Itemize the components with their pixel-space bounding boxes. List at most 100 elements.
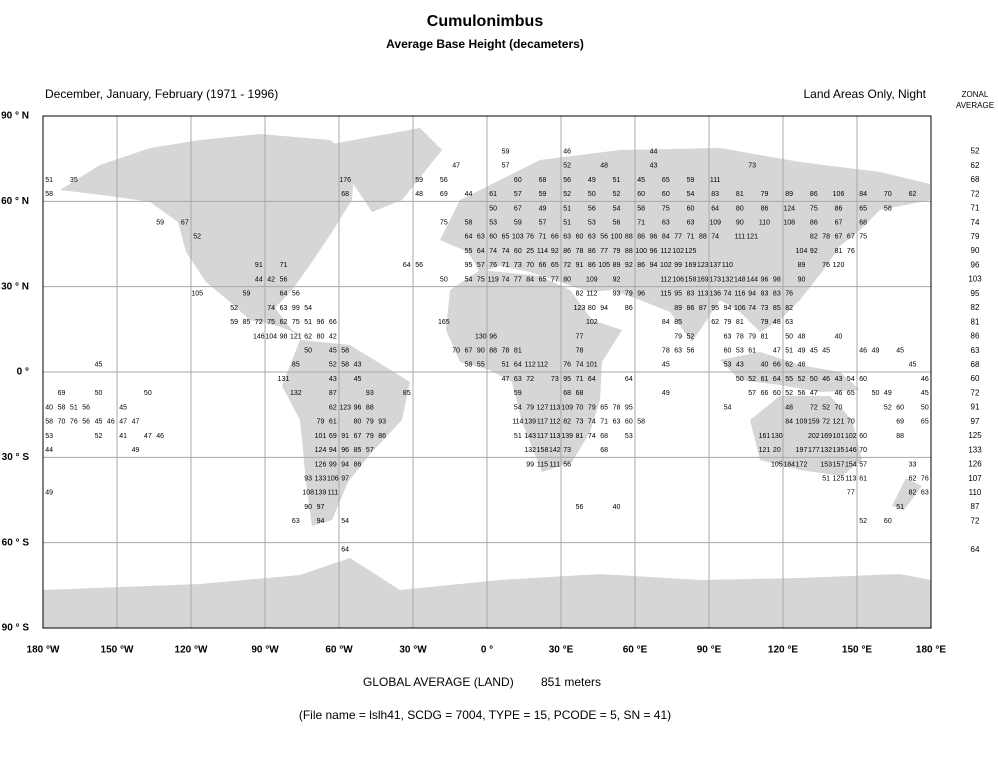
cell-value: 96: [489, 333, 497, 340]
cell-value: 49: [132, 447, 140, 454]
cell-value: 72: [255, 319, 263, 326]
cell-value: 49: [539, 205, 547, 212]
cell-value: 59: [514, 220, 522, 227]
cell-value: 70: [576, 404, 584, 411]
x-tick-label: 60 °W: [325, 645, 353, 656]
cell-value: 73: [551, 376, 559, 383]
cell-value: 161: [759, 433, 771, 440]
cell-value: 50: [736, 376, 744, 383]
cell-value: 70: [526, 262, 534, 269]
zonal-average-value: 72: [971, 189, 980, 198]
cell-value: 43: [736, 362, 744, 369]
cell-value: 86: [588, 262, 596, 269]
zonal-average-value: 72: [971, 388, 980, 397]
zonal-average-value: 126: [968, 460, 982, 469]
cell-value: 82: [563, 419, 571, 426]
cell-value: 76: [921, 476, 929, 483]
cell-value: 111: [710, 177, 721, 184]
cell-value: 81: [576, 433, 584, 440]
cell-value: 76: [489, 262, 497, 269]
cell-value: 47: [810, 390, 818, 397]
cell-value: 88: [366, 404, 374, 411]
cell-value: 60: [489, 234, 497, 241]
cell-value: 59: [687, 177, 695, 184]
cell-value: 59: [502, 148, 510, 155]
greenland: [332, 128, 442, 212]
cell-value: 92: [613, 276, 621, 283]
cell-value: 98: [773, 276, 781, 283]
cell-value: 142: [549, 447, 561, 454]
cell-value: 93: [613, 291, 621, 298]
cell-value: 69: [440, 191, 448, 198]
cell-value: 158: [685, 276, 697, 283]
cell-value: 61: [329, 419, 337, 426]
cell-value: 75: [267, 319, 275, 326]
cell-value: 78: [502, 348, 510, 355]
cell-value: 75: [292, 319, 300, 326]
cell-value: 77: [674, 234, 682, 241]
cell-value: 42: [267, 276, 275, 283]
zonal-average-value: 81: [971, 317, 980, 326]
cell-value: 109: [709, 220, 721, 227]
cell-value: 94: [600, 305, 608, 312]
cell-value: 169: [697, 276, 709, 283]
cell-value: 89: [798, 262, 806, 269]
cell-value: 131: [278, 376, 290, 383]
zonal-average-value: 52: [971, 147, 980, 156]
cell-value: 45: [909, 362, 917, 369]
cell-value: 33: [909, 461, 917, 468]
cell-value: 106: [327, 476, 339, 483]
cell-value: 45: [119, 404, 127, 411]
cell-value: 82: [576, 291, 584, 298]
cell-value: 80: [354, 419, 362, 426]
zonal-title: AVERAGE: [956, 101, 994, 110]
cell-value: 56: [563, 461, 571, 468]
cell-value: 106: [672, 276, 684, 283]
cell-value: 73: [563, 447, 571, 454]
cell-value: 79: [613, 248, 621, 255]
global-average-value: 851 meters: [541, 675, 601, 689]
cell-value: 115: [660, 291, 671, 298]
zonal-average-value: 96: [971, 260, 980, 269]
cell-value: 71: [539, 234, 547, 241]
cell-value: 52: [230, 305, 238, 312]
cell-value: 50: [785, 333, 793, 340]
cell-value: 63: [477, 234, 485, 241]
zonal-average-value: 90: [971, 246, 980, 255]
cell-value: 84: [662, 234, 670, 241]
cell-value: 123: [339, 404, 351, 411]
cell-value: 60: [773, 390, 781, 397]
zonal-average-value: 87: [971, 502, 980, 511]
cell-value: 54: [341, 518, 349, 525]
zonal-average-value: 68: [971, 175, 980, 184]
cell-value: 86: [761, 205, 769, 212]
y-tick-label: 0 °: [17, 367, 29, 378]
cell-value: 99: [292, 305, 300, 312]
cell-value: 121: [290, 333, 302, 340]
cell-value: 59: [539, 191, 547, 198]
cell-value: 49: [588, 177, 596, 184]
eurasia: [440, 148, 930, 342]
cell-value: 65: [600, 404, 608, 411]
cell-value: 94: [748, 291, 756, 298]
cell-value: 51: [502, 362, 510, 369]
cell-value: 111: [735, 234, 746, 241]
cell-value: 71: [502, 262, 510, 269]
cell-value: 112: [586, 291, 597, 298]
cell-value: 113: [549, 433, 560, 440]
cell-value: 51: [822, 476, 830, 483]
cell-value: 56: [292, 291, 300, 298]
cell-value: 75: [662, 205, 670, 212]
cell-value: 146: [253, 333, 265, 340]
cell-value: 148: [734, 276, 746, 283]
y-tick-label: 60 ° N: [1, 196, 29, 207]
cell-value: 89: [674, 305, 682, 312]
cell-value: 169: [820, 433, 832, 440]
cell-value: 124: [783, 205, 795, 212]
cell-value: 81: [761, 333, 769, 340]
cell-value: 58: [637, 419, 645, 426]
cell-value: 64: [588, 376, 596, 383]
cell-value: 48: [415, 191, 423, 198]
cell-value: 96: [761, 276, 769, 283]
cell-value: 57: [502, 163, 510, 170]
